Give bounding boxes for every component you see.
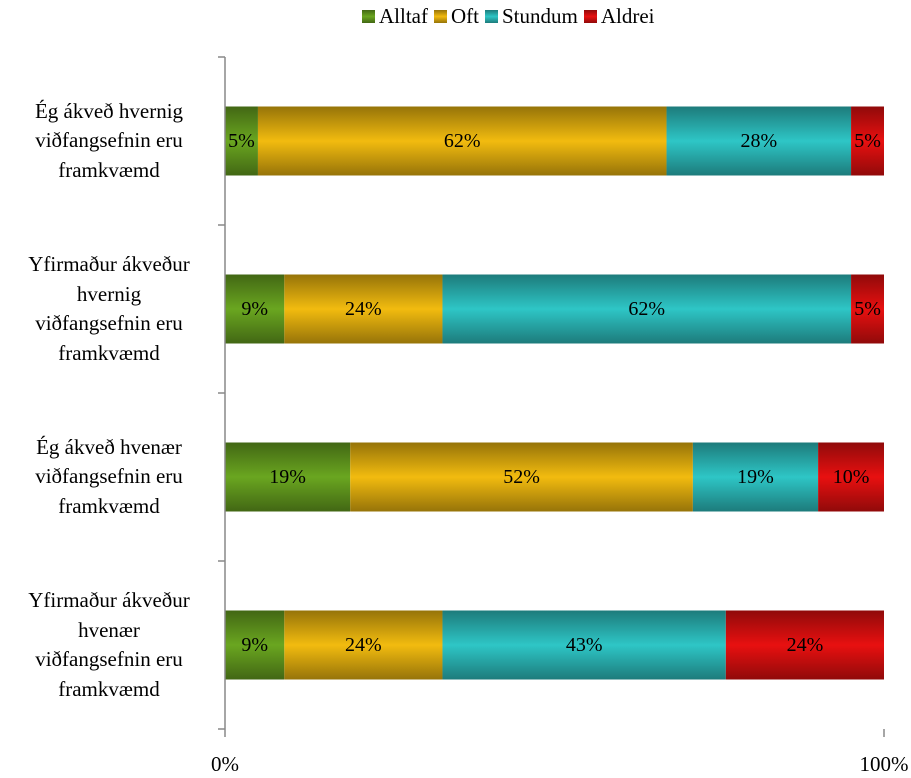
data-label: 19% bbox=[269, 466, 306, 488]
legend-label: Alltaf bbox=[379, 4, 428, 28]
bar-stundum-1 bbox=[442, 274, 852, 344]
data-label: 62% bbox=[628, 298, 665, 320]
bar-stundum-2 bbox=[692, 442, 819, 512]
bar-alltaf-3 bbox=[225, 610, 285, 680]
data-label: 28% bbox=[740, 130, 777, 152]
category-label-line: framkvæmd bbox=[58, 493, 160, 518]
data-label: 43% bbox=[566, 634, 603, 656]
legend-swatch bbox=[583, 10, 597, 23]
legend-label: Aldrei bbox=[600, 4, 655, 28]
bar-aldrei-1 bbox=[851, 274, 884, 344]
category-label-line: Yfirmaður ákveður bbox=[28, 252, 190, 276]
category-label-line: framkvæmd bbox=[58, 340, 160, 365]
legend: Alltaf Oft Stundum Aldrei bbox=[362, 4, 661, 29]
bar-stundum-3 bbox=[442, 610, 726, 680]
category-label-line: viðfangsefnin eru bbox=[35, 464, 183, 489]
category-label-line: framkvæmd bbox=[58, 157, 160, 182]
data-label: 5% bbox=[854, 130, 881, 152]
legend-item-aldrei: Aldrei bbox=[583, 4, 655, 29]
plot-area: 5% 62% 28% 5% 9% 24% 62% 5% 19% 52% 19% 10% 9% 24% 43%… bbox=[225, 106, 884, 680]
legend-swatch bbox=[362, 10, 375, 23]
bar-alltaf-2 bbox=[225, 442, 351, 512]
data-label: 5% bbox=[854, 298, 881, 320]
category-label: Ég ákveð hvenær viðfangsefnin eru framkvæm… bbox=[0, 433, 218, 522]
bar-oft-1 bbox=[284, 274, 443, 344]
data-label: 24% bbox=[345, 298, 382, 320]
category-label-line: framkvæmd bbox=[58, 676, 160, 701]
bar-stundum-0 bbox=[666, 106, 852, 176]
category-label-line: Ég ákveð hvernig bbox=[34, 98, 184, 123]
bar-aldrei-3 bbox=[725, 610, 884, 680]
data-label: 19% bbox=[737, 466, 774, 488]
data-label: 52% bbox=[503, 466, 540, 488]
data-label: 24% bbox=[787, 634, 824, 656]
data-label: 24% bbox=[345, 634, 382, 656]
category-label-line: viðfangsefnin eru bbox=[35, 128, 183, 153]
bar-alltaf-0 bbox=[225, 106, 258, 176]
axes bbox=[218, 56, 885, 737]
category-label-line: hvenær bbox=[78, 617, 140, 642]
data-label: 5% bbox=[228, 130, 255, 152]
category-label-line: viðfangsefnin eru bbox=[35, 311, 183, 335]
data-label: 9% bbox=[241, 634, 268, 656]
bar-alltaf-1 bbox=[225, 274, 285, 344]
category-label: Yfirmaður ákveður hvenær viðfangsefnin eru… bbox=[0, 586, 218, 704]
x-tick-label: 100% bbox=[859, 752, 909, 776]
category-label-line: hvernig bbox=[76, 281, 142, 306]
bar-aldrei-0 bbox=[851, 106, 884, 176]
legend-swatch bbox=[484, 10, 498, 23]
bar-aldrei-2 bbox=[818, 442, 884, 512]
bar-oft-3 bbox=[284, 610, 443, 680]
category-label-line: viðfangsefnin eru bbox=[35, 647, 183, 671]
legend-label: Oft bbox=[450, 4, 479, 28]
category-label-line: Ég ákveð hvenær bbox=[36, 434, 182, 459]
category-label: Ég ákveð hvernig viðfangsefnin eru framkvæ… bbox=[0, 97, 218, 186]
bar-oft-2 bbox=[350, 442, 693, 512]
category-label: Yfirmaður ákveður hvernig viðfangsefnin er… bbox=[0, 250, 218, 368]
legend-item-stundum: Stundum bbox=[484, 4, 578, 29]
data-label: 9% bbox=[241, 298, 268, 320]
bar-oft-0 bbox=[257, 106, 667, 176]
legend-item-alltaf: Alltaf bbox=[362, 4, 428, 29]
data-label: 62% bbox=[444, 130, 481, 152]
data-label: 10% bbox=[833, 466, 870, 488]
legend-swatch bbox=[433, 10, 447, 23]
legend-item-oft: Oft bbox=[433, 4, 479, 29]
x-tick-label: 0% bbox=[211, 752, 239, 776]
legend-label: Stundum bbox=[501, 4, 578, 28]
category-label-line: Yfirmaður ákveður bbox=[28, 588, 190, 612]
